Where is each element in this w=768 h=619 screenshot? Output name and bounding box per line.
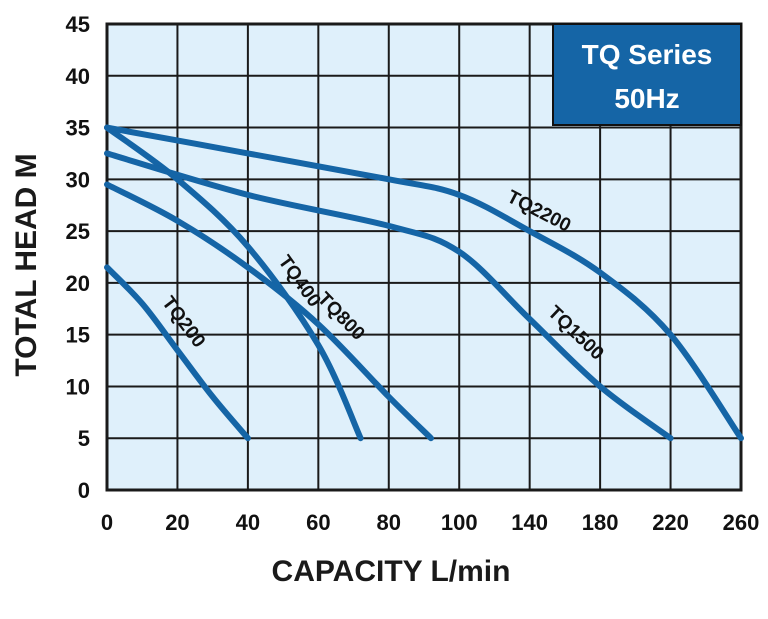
y-tick-label: 35: [66, 116, 90, 141]
legend-background: [552, 23, 742, 126]
y-tick-label: 25: [66, 219, 90, 244]
y-tick-label: 10: [66, 374, 90, 399]
legend-box: TQ Series 50Hz: [552, 23, 742, 126]
y-tick-label: 20: [66, 271, 90, 296]
x-tick-label: 100: [441, 510, 478, 535]
y-tick-label: 0: [78, 478, 90, 503]
x-tick-label: 0: [101, 510, 113, 535]
legend-series-title: TQ Series: [582, 39, 713, 70]
pump-curves: [104, 124, 744, 442]
curve-tq800: [104, 181, 434, 442]
x-tick-labels: 0 20 40 60 80 100 140 180 220 260: [101, 510, 759, 535]
legend-frequency: 50Hz: [614, 83, 679, 114]
curve-tq200: [104, 264, 251, 442]
x-tick-label: 220: [652, 510, 689, 535]
x-tick-label: 60: [306, 510, 330, 535]
curve-tq2200: [104, 124, 744, 442]
plot-border: [105, 22, 743, 492]
x-tick-label: 140: [511, 510, 548, 535]
x-axis-title: CAPACITY L/min: [272, 555, 511, 588]
y-tick-label: 45: [66, 12, 90, 37]
x-tick-label: 20: [165, 510, 189, 535]
curve-tq1500: [104, 150, 674, 442]
y-tick-labels: 0 5 10 15 20 25 30 35 40 45: [66, 12, 90, 503]
y-tick-label: 30: [66, 167, 90, 192]
y-tick-label: 5: [78, 426, 90, 451]
y-axis-title: TOTAL HEAD M: [10, 153, 43, 376]
x-tick-label: 180: [582, 510, 619, 535]
y-tick-label: 15: [66, 323, 90, 348]
y-tick-label: 40: [66, 64, 90, 89]
x-tick-label: 40: [236, 510, 260, 535]
curve-tq400: [104, 124, 364, 442]
x-tick-label: 260: [723, 510, 760, 535]
x-tick-label: 80: [377, 510, 401, 535]
